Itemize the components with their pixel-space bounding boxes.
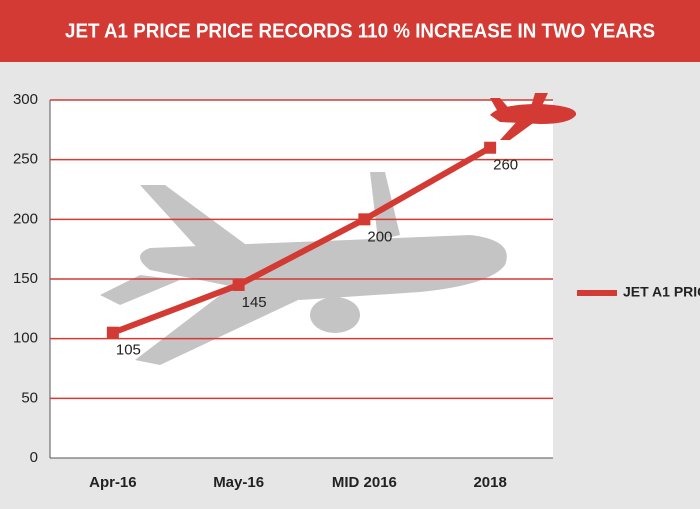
y-tick-label: 100 [13, 330, 38, 347]
data-marker [358, 213, 371, 226]
data-label: 260 [493, 157, 518, 174]
x-tick-label: Apr-16 [89, 474, 137, 491]
data-marker [232, 278, 245, 291]
data-label: 145 [242, 294, 267, 311]
data-marker [106, 326, 119, 339]
data-label: 200 [367, 228, 392, 245]
data-line [111, 145, 492, 336]
x-tick-label: MID 2016 [332, 474, 397, 491]
chart-title: JET A1 PRICE PRICE RECORDS 110 % INCREAS… [65, 20, 655, 42]
y-tick-label: 50 [21, 389, 38, 406]
legend-label: JET A1 PRICE [623, 284, 700, 300]
x-tick-label: May-16 [213, 474, 264, 491]
x-tick-label: 2018 [473, 474, 506, 491]
data-label: 105 [116, 342, 141, 359]
title-band [0, 0, 700, 62]
airplane-silhouette [100, 172, 507, 365]
y-tick-label: 250 [13, 151, 38, 168]
y-tick-label: 150 [13, 270, 38, 287]
airplane-icon [490, 93, 577, 140]
data-marker [484, 141, 497, 154]
y-tick-label: 200 [13, 210, 38, 227]
y-tick-label: 0 [30, 449, 38, 466]
y-tick-label: 300 [13, 91, 38, 108]
